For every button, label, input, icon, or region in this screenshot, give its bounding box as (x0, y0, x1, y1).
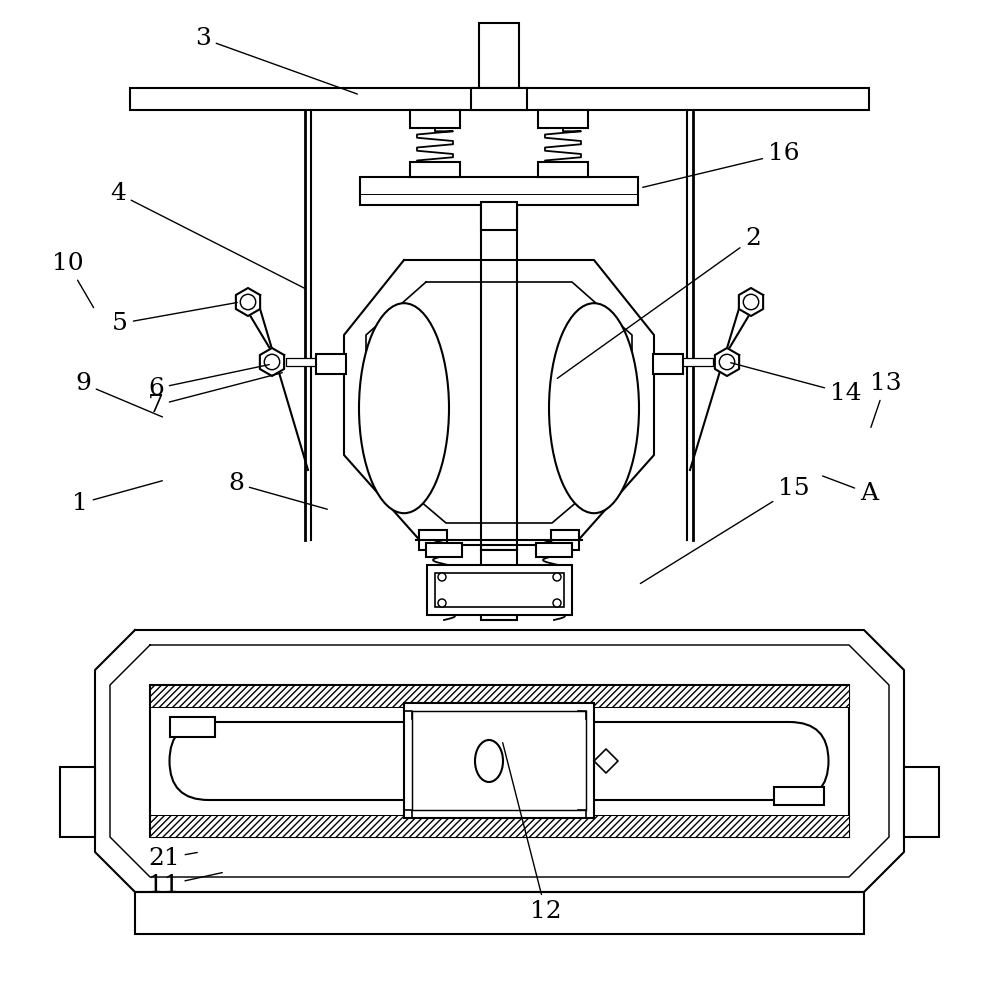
Text: 13: 13 (870, 372, 902, 427)
Bar (551, 530, 579, 550)
Circle shape (719, 354, 734, 370)
Ellipse shape (359, 303, 449, 513)
Bar (170, 717, 215, 737)
Text: 11: 11 (148, 873, 223, 897)
Bar (150, 815, 849, 837)
Text: 8: 8 (228, 472, 328, 509)
Text: 15: 15 (640, 477, 809, 584)
Text: 5: 5 (112, 302, 238, 335)
Bar (653, 354, 683, 374)
Circle shape (438, 573, 446, 581)
Polygon shape (715, 348, 739, 376)
Bar (360, 177, 638, 205)
Circle shape (553, 599, 561, 607)
Bar (479, 23, 519, 88)
Text: 12: 12 (502, 743, 561, 923)
Text: 14: 14 (730, 363, 861, 405)
Bar (316, 354, 346, 374)
Text: 3: 3 (195, 27, 358, 94)
Text: 4: 4 (110, 182, 306, 289)
Text: A: A (822, 476, 878, 505)
Text: 1: 1 (72, 481, 162, 515)
Bar (130, 88, 869, 110)
Bar (481, 550, 517, 620)
Bar (659, 358, 713, 366)
Bar (60, 767, 95, 837)
Bar (538, 162, 588, 177)
Circle shape (241, 294, 256, 310)
Text: 21: 21 (148, 847, 197, 870)
Bar (774, 787, 824, 805)
Polygon shape (260, 348, 284, 376)
Bar (410, 162, 460, 177)
Circle shape (743, 294, 758, 310)
Text: 16: 16 (642, 142, 799, 187)
Circle shape (265, 354, 280, 370)
Bar (481, 202, 517, 230)
Circle shape (553, 573, 561, 581)
Bar (412, 711, 586, 810)
Bar (404, 703, 594, 818)
Polygon shape (739, 288, 763, 316)
Text: 7: 7 (148, 373, 283, 417)
Polygon shape (95, 630, 904, 892)
Bar (427, 565, 572, 615)
Bar (536, 543, 572, 557)
Text: 6: 6 (148, 365, 270, 400)
Bar (904, 767, 939, 837)
Text: 9: 9 (75, 372, 163, 417)
Text: 10: 10 (52, 252, 94, 308)
Bar (435, 573, 564, 607)
Bar (286, 358, 339, 366)
Text: 2: 2 (557, 227, 761, 378)
Polygon shape (594, 749, 618, 773)
Bar (150, 685, 849, 707)
Polygon shape (344, 260, 654, 545)
FancyBboxPatch shape (170, 722, 828, 800)
Bar (135, 892, 864, 934)
Bar (150, 685, 849, 837)
Bar (410, 110, 460, 128)
Polygon shape (236, 288, 260, 316)
Circle shape (438, 599, 446, 607)
Ellipse shape (475, 740, 503, 782)
Bar (419, 530, 447, 550)
Bar (538, 110, 588, 128)
Ellipse shape (549, 303, 639, 513)
Bar (471, 88, 527, 110)
Bar (426, 543, 462, 557)
